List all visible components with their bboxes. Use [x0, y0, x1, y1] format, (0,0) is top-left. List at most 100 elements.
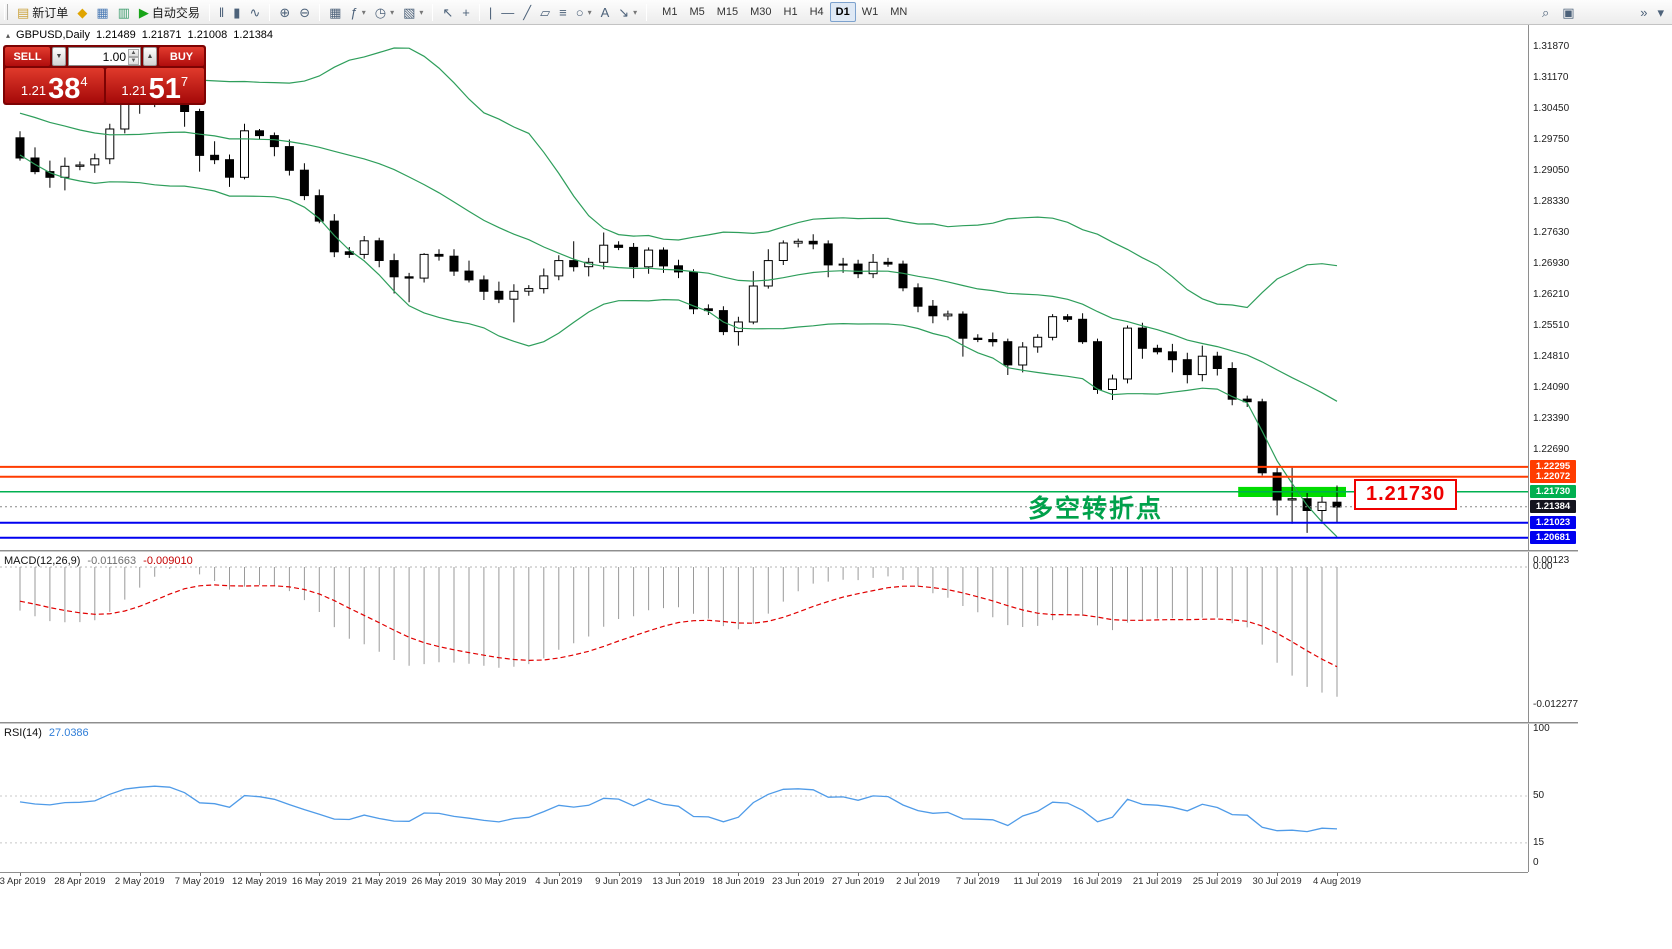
templates-button[interactable]: ▧ ▾: [399, 2, 427, 22]
price-scale-label: 1.27630: [1533, 226, 1570, 238]
price-scale-label: 1.22690: [1533, 443, 1570, 455]
new-order-button[interactable]: ▤ 新订单: [13, 2, 72, 22]
candlestick-chart-button[interactable]: ▮: [229, 2, 244, 22]
horizontal-line-icon: —: [501, 4, 515, 20]
time-axis-label: 4 Jun 2019: [535, 876, 583, 887]
toolbar-options-button[interactable]: ▾: [1653, 2, 1668, 22]
bollinger-middle-line: [19, 112, 1338, 402]
price-scale-label: 1.29050: [1533, 164, 1570, 176]
fibonacci-button[interactable]: ≡: [555, 2, 571, 22]
marketwatch-button[interactable]: ◆: [73, 2, 91, 22]
trendline-button[interactable]: ╱: [519, 2, 535, 22]
toolbar-separator: [319, 3, 321, 21]
volume-spin-up-button[interactable]: ▲: [128, 49, 139, 57]
volume-input[interactable]: 1.00 ▲ ▼: [68, 47, 141, 66]
buy-price-button[interactable]: 1.21 51 7: [105, 68, 204, 105]
timeframe-w1-button[interactable]: W1: [861, 6, 879, 18]
time-axis-label: 18 Jun 2019: [712, 876, 765, 887]
data-window-button[interactable]: ▥: [114, 2, 134, 22]
horizontal-line-button[interactable]: —: [497, 2, 518, 22]
rsi-label: RSI(14) 27.0386: [4, 727, 89, 739]
horizontal-line-objects[interactable]: [0, 465, 1528, 539]
macd-panel-splitter[interactable]: [0, 550, 1578, 552]
arrows-button[interactable]: ↘ ▾: [614, 2, 641, 22]
indicators-button[interactable]: ƒ ▾: [346, 2, 369, 22]
sell-price-button[interactable]: 1.21 38 4: [5, 68, 104, 103]
timeframe-m30-button[interactable]: M30: [750, 6, 772, 18]
sell-button[interactable]: SELL: [5, 47, 50, 66]
toolbar-separator: [269, 3, 271, 21]
diamond-icon: ◆: [77, 4, 88, 20]
time-axis-tick: [618, 873, 620, 876]
channel-button[interactable]: ▱: [536, 2, 554, 22]
price-level-tag: 1.22295: [1530, 460, 1576, 474]
time-axis-tick: [1277, 873, 1279, 876]
new-order-button-label: 新订单: [32, 5, 69, 20]
timeframe-m1-button[interactable]: M1: [662, 6, 678, 18]
time-axis-label: 12 May 2019: [232, 876, 287, 887]
price-scale-label: 1.24810: [1533, 350, 1570, 362]
chevron-down-icon: ▼: [55, 53, 63, 60]
time-axis[interactable]: 23 Apr 2019 28 Apr 2019 2 May 2019 7 May 20…: [0, 872, 1528, 888]
order-type-dropdown-button[interactable]: ▼: [52, 47, 66, 66]
price-level-tag: 1.22072: [1530, 470, 1576, 484]
popup-chart-button[interactable]: ▣: [1558, 2, 1578, 22]
time-axis-tick: [1097, 873, 1099, 876]
volume-spin-down-button[interactable]: ▼: [128, 57, 139, 65]
toolbar-overflow-group: » ▾: [1636, 2, 1668, 22]
vertical-line-button[interactable]: |: [485, 2, 496, 22]
line-chart-button[interactable]: ∿: [245, 2, 264, 22]
periods-button[interactable]: ◷ ▾: [371, 2, 398, 22]
collapse-arrow-icon[interactable]: ▴: [6, 30, 11, 40]
timeframe-h1-button[interactable]: H1: [783, 6, 798, 18]
candlestick-chart-icon: ▮: [233, 4, 241, 20]
time-axis-label: 16 Jul 2019: [1072, 876, 1123, 887]
bollinger-lower-line: [19, 154, 1338, 538]
chart-window-button[interactable]: ▦: [92, 2, 112, 22]
rsi-scale-label: 50: [1533, 790, 1545, 801]
crosshair-button[interactable]: +: [458, 2, 474, 22]
buy-button[interactable]: BUY: [159, 47, 204, 66]
zoom-out-button[interactable]: ⊖: [295, 2, 314, 22]
rsi-panel-splitter[interactable]: [0, 722, 1578, 724]
chevron-down-icon: ▾: [390, 7, 395, 17]
timeframe-d1-button[interactable]: D1: [829, 2, 856, 22]
chevron-down-icon: ▾: [633, 7, 638, 17]
time-axis-tick: [139, 873, 141, 876]
shapes-button[interactable]: ○ ▾: [572, 2, 596, 22]
ask-big-digits: 51: [148, 72, 181, 105]
toolbar-grip[interactable]: [4, 4, 8, 20]
volume-increase-button[interactable]: ▲: [143, 47, 157, 66]
chevron-up-icon: ▲: [146, 53, 154, 60]
macd-signal-value: -0.009010: [143, 555, 193, 567]
chevron-down-icon: ▾: [1657, 4, 1664, 20]
timeframe-m15-button[interactable]: M15: [716, 6, 739, 18]
zoom-in-icon: ⊕: [279, 4, 291, 20]
zoom-in-button[interactable]: ⊕: [275, 2, 294, 22]
text-label-button[interactable]: A: [597, 2, 614, 22]
time-axis-tick: [379, 873, 381, 876]
one-click-top-row: SELL ▼ 1.00 ▲ ▼ ▲ BUY: [5, 47, 204, 66]
timeframe-h4-button[interactable]: H4: [809, 6, 824, 18]
toolbar-buttons: ▤ 新订单 ◆ ▦ ▥ ▶ 自动交易 ‖ ▮ ∿ ⊕ ⊖ ▦ ƒ ▾ ◷ ▾ ▧ ▾ ↖ + | — ╱ ▱ ≡ ○ ▾ A ↘ ▾: [13, 2, 641, 22]
autotrading-button[interactable]: ▶ 自动交易: [135, 2, 204, 22]
timeframe-mn-button[interactable]: MN: [890, 6, 908, 18]
time-axis-label: 4 Aug 2019: [1312, 876, 1362, 887]
main-chart-area[interactable]: [0, 25, 1528, 550]
tile-windows-button[interactable]: ▦: [325, 2, 345, 22]
bar-chart-button[interactable]: ‖: [215, 2, 228, 22]
timeframe-m5-button[interactable]: M5: [689, 6, 705, 18]
search-button[interactable]: ⌕: [1538, 2, 1553, 22]
bid-prefix: 1.21: [20, 83, 47, 98]
price-callout-label[interactable]: 1.21730: [1354, 479, 1458, 510]
toolbar-overflow-button[interactable]: »: [1636, 2, 1651, 22]
text-icon: A: [600, 4, 610, 20]
bollinger-bands: [19, 47, 1338, 538]
chevron-down-icon: ▾: [587, 7, 592, 17]
bar-chart-icon: ‖: [218, 4, 225, 20]
cursor-button[interactable]: ↖: [438, 2, 457, 22]
zoom-out-icon: ⊖: [299, 4, 311, 20]
annotation-text[interactable]: 多空转折点: [1028, 495, 1164, 523]
price-scale[interactable]: 1.31870 1.31170 1.30450 1.29750 1.29050 1.283…: [1528, 25, 1672, 872]
price-scale-label: 1.28330: [1533, 196, 1570, 208]
